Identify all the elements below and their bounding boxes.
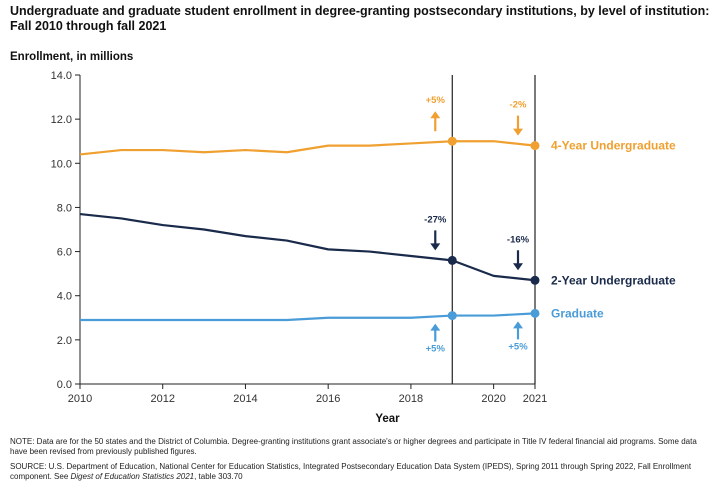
series-marker: [530, 141, 540, 151]
chart-note: NOTE: Data are for the 50 states and the…: [10, 437, 697, 456]
source-prefix: SOURCE: U.S. Department of Education, Na…: [10, 462, 692, 481]
series-label: 2-Year Undergraduate: [551, 273, 676, 287]
y-tick-label: 2.0: [57, 335, 72, 347]
x-tick-label: 2018: [399, 393, 423, 405]
x-tick-label: 2020: [481, 393, 505, 405]
change-annotation-label: -2%: [510, 100, 527, 111]
series-marker: [530, 308, 540, 318]
y-tick-label: 14.0: [51, 70, 72, 82]
x-axis-label: Year: [375, 413, 400, 425]
chart-title: Undergraduate and graduate student enrol…: [10, 4, 710, 33]
down-arrow-icon: [513, 263, 523, 271]
y-tick-label: 4.0: [57, 291, 72, 303]
down-arrow-icon: [513, 128, 523, 136]
series-lines: [79, 140, 536, 322]
down-arrow-icon: [430, 243, 441, 251]
change-annotation-label: -27%: [424, 214, 447, 225]
up-arrow-icon: [513, 321, 523, 329]
x-tick-label: 2014: [233, 393, 257, 405]
series-marker: [447, 311, 457, 321]
series-line: [79, 212, 536, 282]
x-tick-label: 2012: [150, 393, 174, 405]
series-marker: [530, 275, 540, 285]
series-line: [79, 140, 536, 156]
y-tick-label: 6.0: [57, 247, 72, 259]
y-tick-label: 0.0: [57, 379, 72, 391]
y-tick-label: 10.0: [51, 158, 72, 170]
series-marker: [447, 136, 457, 146]
x-tick-label: 2010: [68, 393, 92, 405]
source-publication: Digest of Education Statistics 2021: [70, 471, 195, 481]
series-label: Graduate: [551, 306, 604, 320]
x-tick-label: 2021: [523, 393, 547, 405]
y-tick-label: 8.0: [57, 202, 72, 214]
y-axis-label: Enrollment, in millions: [10, 51, 134, 63]
change-annotations: +5% -2% -27% -16% +5% +5%: [424, 95, 529, 354]
series-markers: [447, 136, 540, 321]
chart-axes: 0.0 2.0 4.0 6.0 8.0 10.0 12.0 14.0 2010 2012 2014 2…: [51, 70, 548, 425]
series-labels: 4-Year Undergraduate 2-Year Undergraduate…: [551, 139, 676, 321]
series-label: 4-Year Undergraduate: [551, 139, 676, 153]
series-marker: [447, 255, 457, 265]
reference-lines: [451, 75, 536, 384]
y-tick-label: 12.0: [51, 114, 72, 126]
change-annotation-label: -16%: [507, 234, 530, 245]
enrollment-line-chart: 0.0 2.0 4.0 6.0 8.0 10.0 12.0 14.0 2010 2012 2014 2…: [51, 70, 676, 425]
change-annotation-label: +5%: [508, 341, 528, 352]
series-line: [80, 312, 536, 322]
change-annotation-label: +5%: [426, 344, 446, 355]
up-arrow-icon: [430, 111, 441, 119]
source-suffix: , table 303.70: [194, 471, 243, 481]
x-tick-label: 2016: [316, 393, 340, 405]
change-annotation-label: +5%: [426, 95, 446, 106]
up-arrow-icon: [430, 323, 441, 331]
chart-source: SOURCE: U.S. Department of Education, Na…: [10, 462, 710, 481]
